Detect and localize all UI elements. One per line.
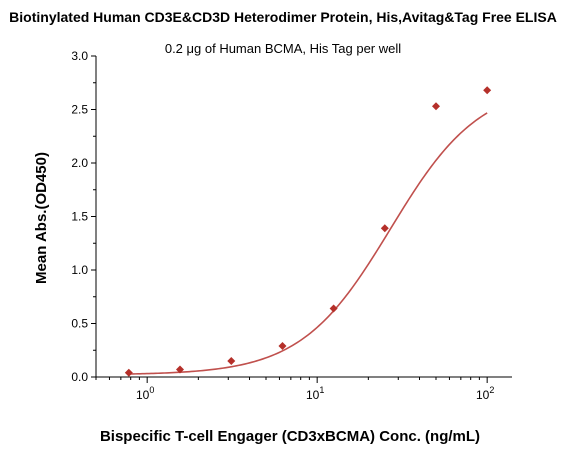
x-axis-title: Bispecific T-cell Engager (CD3xBCMA) Con… xyxy=(100,428,480,445)
data-point xyxy=(278,341,287,350)
chart-title: Biotinylated Human CD3E&CD3D Heterodimer… xyxy=(9,9,557,25)
y-tick-label: 2.0 xyxy=(71,156,88,170)
data-point xyxy=(227,356,236,365)
y-tick-label: 1.0 xyxy=(71,263,88,277)
data-point xyxy=(124,368,133,377)
data-point xyxy=(176,365,185,374)
x-tick-label: 100 xyxy=(136,385,154,402)
y-axis-ticks: 0.0 0.5 1.0 1.5 2.0 2.5 3.0 xyxy=(71,49,96,384)
fit-curve-layer xyxy=(128,112,488,375)
fit-curve-line xyxy=(128,112,488,375)
data-point xyxy=(380,224,389,233)
data-point xyxy=(483,86,492,95)
y-tick-label: 3.0 xyxy=(71,49,88,63)
x-axis-ticks: 100 101 102 xyxy=(95,377,494,402)
y-tick-label: 2.5 xyxy=(71,103,88,117)
y-axis-title: Mean Abs.(OD450) xyxy=(33,152,50,284)
x-tick-label: 101 xyxy=(306,385,324,402)
y-tick-label: 1.5 xyxy=(71,210,88,224)
x-tick-label: 102 xyxy=(476,385,494,402)
data-point xyxy=(431,102,440,111)
data-points-layer xyxy=(124,86,492,377)
y-tick-label: 0.0 xyxy=(71,370,88,384)
y-tick-label: 0.5 xyxy=(71,317,88,331)
axes xyxy=(95,56,512,378)
data-point xyxy=(329,304,338,313)
chart-subtitle: 0.2 μg of Human BCMA, His Tag per well xyxy=(165,41,401,56)
